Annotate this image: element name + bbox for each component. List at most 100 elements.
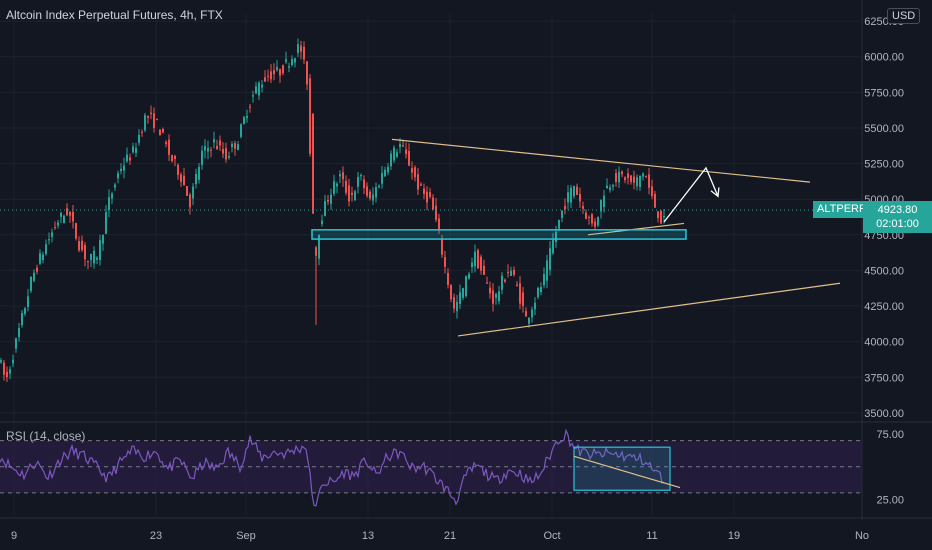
rsi-divergence-box (573, 446, 671, 491)
time-tick-label: 19 (728, 530, 740, 542)
candle-body (606, 185, 608, 189)
currency-badge[interactable]: USD (887, 8, 921, 24)
time-tick-label: 23 (150, 530, 162, 542)
candle-body (15, 338, 17, 349)
candle-body (324, 201, 326, 217)
candle-body (429, 192, 431, 197)
candle-body (540, 287, 542, 293)
candle-body (408, 151, 410, 166)
candle-body (9, 369, 11, 374)
candle-body (609, 187, 611, 191)
candle-body (651, 186, 653, 197)
rsi-indicator-label[interactable]: RSI (14, close) (6, 429, 86, 443)
rsi-pane (0, 428, 862, 507)
chart-title: Altcoin Index Perpetual Futures, 4h, FTX (6, 8, 223, 22)
candle-body (138, 135, 140, 143)
candle-body (162, 128, 164, 133)
candle-body (648, 174, 650, 188)
candle-body (207, 148, 209, 152)
candle-body (315, 247, 317, 256)
candle-body (291, 59, 293, 65)
candle-body (180, 174, 182, 182)
candle-body (81, 240, 83, 251)
candle-body (495, 293, 497, 298)
candle-body (54, 227, 56, 229)
candle-body (18, 328, 20, 337)
candle-body (273, 70, 275, 75)
candle-body (171, 155, 173, 161)
candle-body (528, 317, 530, 324)
candle-body (642, 173, 644, 177)
candle-body (492, 290, 494, 304)
candle-body (72, 211, 74, 222)
price-tick-label: 3750.00 (864, 372, 904, 384)
candle-body (336, 183, 338, 187)
candle-body (270, 71, 272, 80)
candle-body (477, 249, 479, 269)
candle-body (402, 145, 404, 147)
candle-body (150, 112, 152, 114)
candle-body (6, 371, 8, 378)
candle-body (576, 186, 578, 196)
last-price-badge: 4923.80 02:01:00 (863, 201, 932, 233)
candle-body (612, 185, 614, 187)
candle-body (441, 238, 443, 255)
candle-body (267, 75, 269, 77)
time-tick-label: 11 (646, 530, 657, 542)
candle-body (87, 260, 89, 263)
candle-body (567, 192, 569, 203)
candle-body (66, 208, 68, 216)
candle-body (60, 212, 62, 217)
candle-body (243, 117, 245, 124)
projection-path (663, 166, 719, 223)
candle-body (561, 210, 563, 218)
candle-body (393, 147, 395, 161)
candle-body (396, 152, 398, 157)
candle-body (246, 116, 248, 119)
drawings[interactable] (311, 138, 841, 491)
candle-body (264, 77, 266, 82)
candle-body (546, 260, 548, 281)
price-tick-label: 5250.00 (864, 159, 904, 171)
candle-body (360, 174, 362, 177)
candle-body (636, 177, 638, 187)
candle-body (426, 191, 428, 203)
candle-body (378, 185, 380, 188)
candle-body (537, 287, 539, 298)
candle-body (447, 273, 449, 286)
candle-body (330, 194, 332, 204)
candle-body (177, 164, 179, 175)
candle-body (534, 302, 536, 310)
candle-body (369, 191, 371, 199)
candle-body (30, 276, 32, 291)
candle-body (306, 61, 308, 85)
price-tick-label: 6000.00 (864, 52, 904, 64)
candle-body (228, 156, 230, 158)
candle-body (501, 275, 503, 290)
candle-body (558, 219, 560, 229)
time-tick-label: 21 (444, 530, 456, 542)
candle-body (603, 195, 605, 208)
candle-body (78, 241, 80, 251)
candle-body (630, 175, 632, 182)
candle-body (579, 193, 581, 202)
time-tick-label: 13 (362, 530, 374, 542)
candle-body (219, 140, 221, 146)
candle-body (240, 124, 242, 137)
candle-body (438, 218, 440, 230)
candle-body (69, 212, 71, 216)
candle-body (249, 106, 251, 108)
candle-body (459, 292, 461, 304)
candle-body (321, 220, 323, 225)
time-tick-label: No (855, 530, 869, 542)
candle-body (120, 168, 122, 172)
candle-body (51, 232, 53, 238)
candle-body (525, 311, 527, 317)
candle-body (507, 272, 509, 274)
support-zone (311, 229, 687, 240)
candle-body (627, 173, 629, 178)
candle-body (468, 273, 470, 279)
candle-body (27, 296, 29, 307)
candle-body (462, 288, 464, 298)
